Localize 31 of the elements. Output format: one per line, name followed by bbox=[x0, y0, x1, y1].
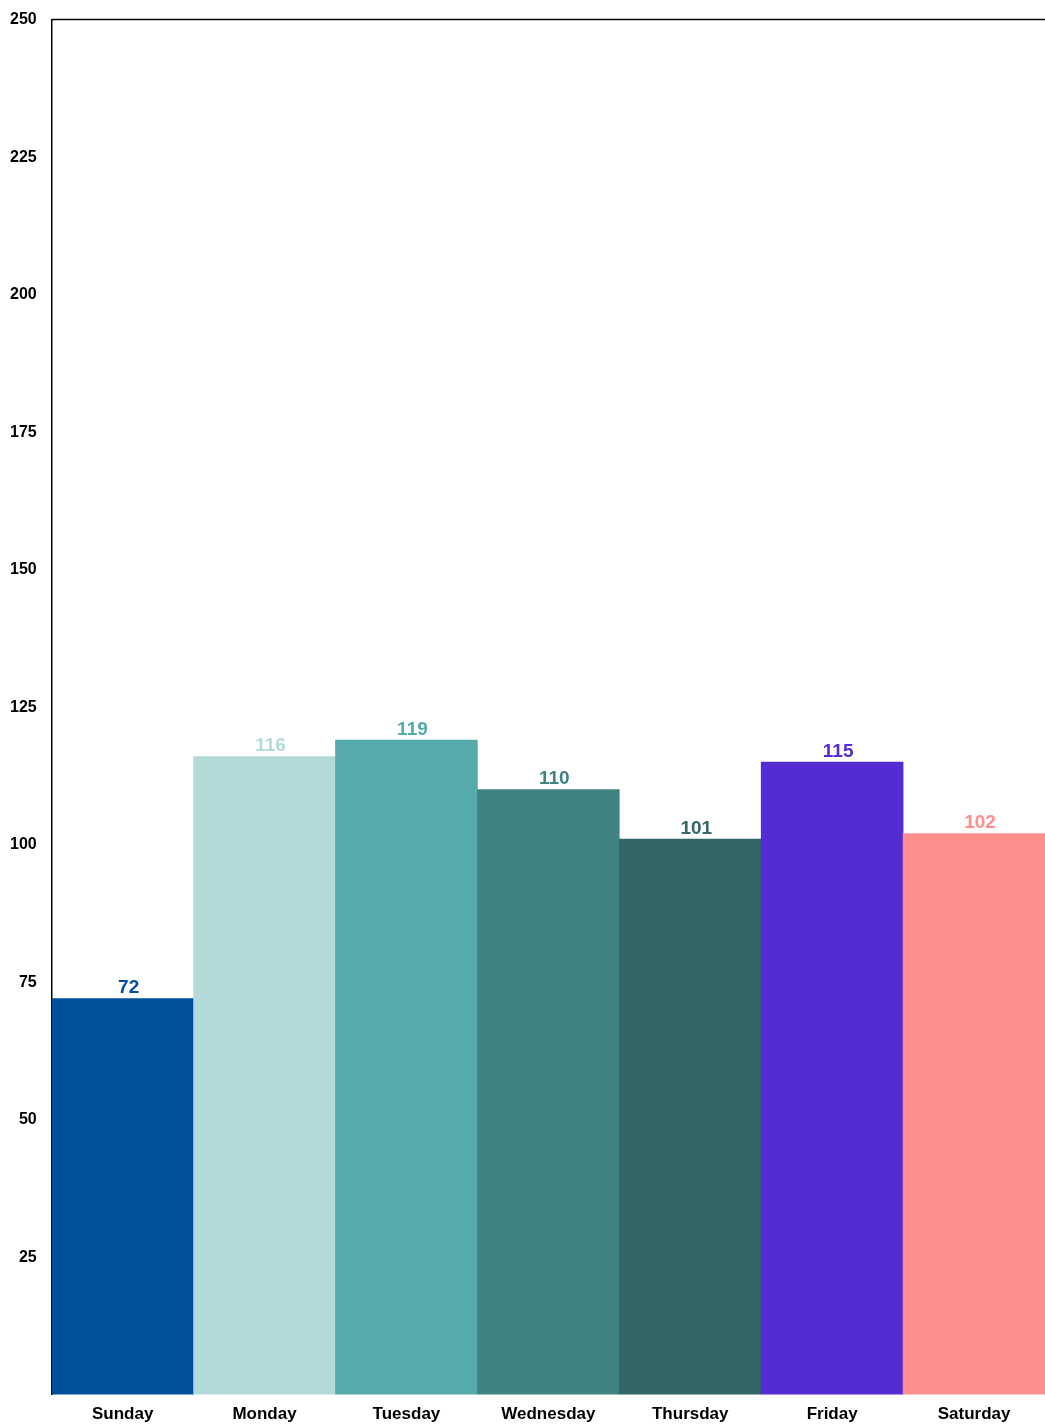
y-tick-label: 50 bbox=[18, 1110, 37, 1128]
bar bbox=[51, 998, 194, 1395]
y-tick-label: 125 bbox=[9, 697, 37, 715]
data-label: 110 bbox=[539, 767, 570, 789]
data-label: 115 bbox=[822, 739, 854, 761]
bar bbox=[335, 739, 478, 1395]
x-tick-label: Thursday bbox=[651, 1404, 730, 1424]
data-label: 102 bbox=[964, 811, 996, 833]
y-tick-label: 175 bbox=[9, 422, 37, 440]
bar bbox=[618, 838, 762, 1395]
x-tick-label: Wednesday bbox=[501, 1404, 596, 1424]
data-label: 116 bbox=[255, 734, 286, 756]
y-tick-label: 100 bbox=[9, 835, 37, 853]
bar bbox=[902, 833, 1045, 1395]
bar bbox=[477, 789, 620, 1395]
y-tick-label: 25 bbox=[18, 1247, 37, 1265]
data-label: 101 bbox=[680, 816, 713, 838]
x-tick-label: Tuesday bbox=[372, 1404, 441, 1424]
x-tick-label: Sunday bbox=[91, 1404, 154, 1424]
y-tick-label: 200 bbox=[9, 285, 37, 303]
x-tick-label: Monday bbox=[232, 1404, 298, 1424]
x-tick-label: Friday bbox=[806, 1404, 859, 1424]
data-label: 119 bbox=[397, 717, 428, 739]
y-tick-label: 250 bbox=[9, 10, 37, 28]
data-label: 72 bbox=[118, 976, 140, 998]
y-tick-label: 150 bbox=[9, 560, 37, 578]
y-tick-label: 75 bbox=[18, 972, 37, 990]
bar bbox=[193, 756, 336, 1395]
bar bbox=[760, 761, 904, 1395]
x-tick-label: Saturday bbox=[937, 1404, 1011, 1424]
y-tick-label: 225 bbox=[9, 147, 37, 165]
